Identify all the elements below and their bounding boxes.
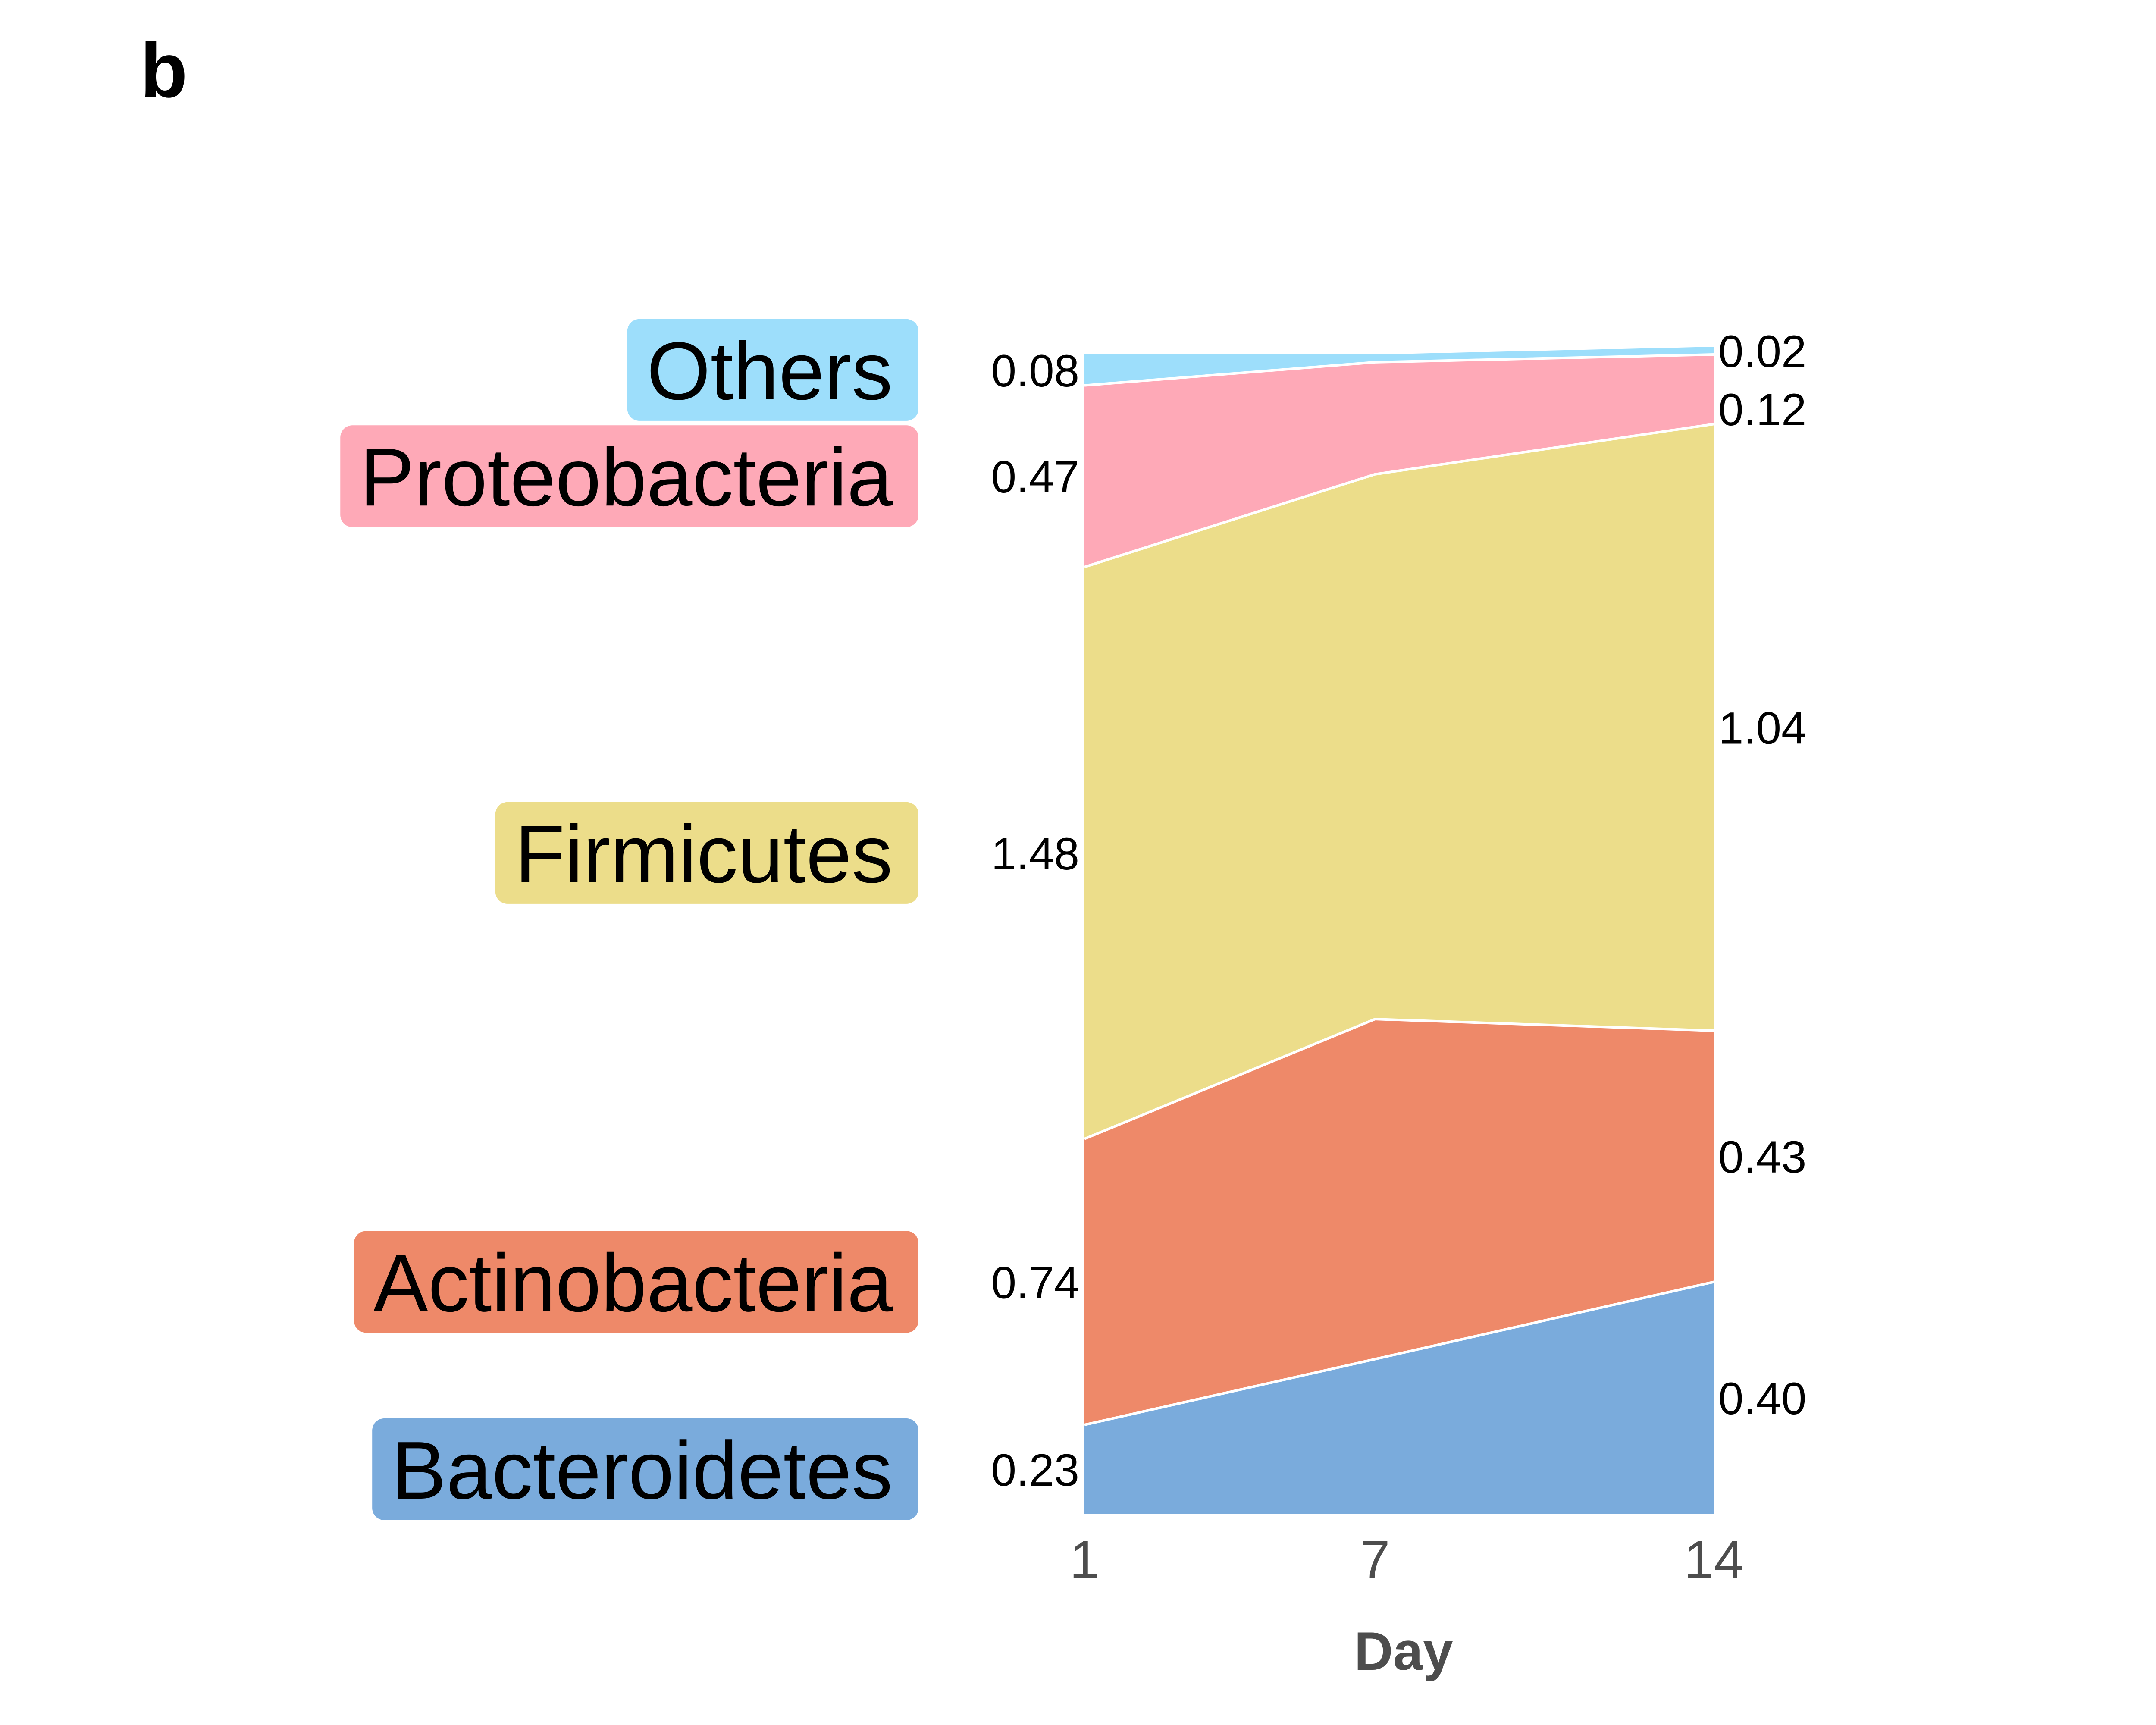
x-tick-label: 1 (1069, 1530, 1100, 1590)
category-label-box-others (627, 319, 918, 421)
end-value-others: 0.02 (1718, 326, 1806, 377)
end-value-actinobacteria: 0.43 (1718, 1132, 1806, 1182)
x-axis-ticks: 1 7 14 (1069, 1530, 1744, 1590)
boundary-firmicutes (1084, 423, 1714, 568)
category-label-actinobacteria: Actinobacteria (373, 1237, 893, 1329)
area-proteobacteria (1084, 354, 1714, 567)
area-firmicutes (1084, 424, 1714, 1139)
category-label-others: Others (647, 326, 893, 417)
area-bacteroidetes (1084, 1282, 1714, 1514)
start-value-actinobacteria: 0.74 (991, 1258, 1079, 1308)
area-layers (1084, 347, 1714, 1514)
x-axis-title: Day (1354, 1622, 1453, 1681)
x-tick-label: 7 (1360, 1530, 1390, 1590)
category-label-box-actinobacteria (354, 1231, 918, 1333)
category-labels: Bacteroidetes Actinobacteria Firmicutes Pro… (340, 319, 918, 1520)
end-value-labels: 0.40 0.43 1.04 0.12 0.02 (1718, 326, 1806, 1424)
boundary-actinobacteria (1084, 1018, 1714, 1140)
end-value-firmicutes: 1.04 (1718, 703, 1806, 754)
area-others (1084, 347, 1714, 386)
area-boundaries (1084, 353, 1714, 1426)
boundary-proteobacteria (1084, 353, 1714, 387)
boundary-bacteroidetes (1084, 1280, 1714, 1426)
start-value-others: 0.08 (991, 346, 1079, 396)
x-tick-label: 14 (1684, 1530, 1744, 1590)
start-value-labels: 0.23 0.74 1.48 0.47 0.08 (991, 346, 1079, 1496)
category-label-box-firmicutes (495, 802, 918, 904)
category-label-bacteroidetes: Bacteroidetes (392, 1425, 893, 1516)
start-value-proteobacteria: 0.47 (991, 452, 1079, 502)
category-label-proteobacteria: Proteobacteria (360, 432, 893, 523)
panel-letter: b (140, 27, 188, 114)
category-label-box-proteobacteria (340, 425, 918, 527)
end-value-bacteroidetes: 0.40 (1718, 1374, 1806, 1424)
category-label-firmicutes: Firmicutes (515, 809, 893, 900)
start-value-firmicutes: 1.48 (991, 829, 1079, 879)
end-value-proteobacteria: 0.12 (1718, 385, 1806, 435)
category-label-box-bacteroidetes (372, 1418, 918, 1520)
start-value-bacteroidetes: 0.23 (991, 1445, 1079, 1496)
area-actinobacteria (1084, 1019, 1714, 1425)
